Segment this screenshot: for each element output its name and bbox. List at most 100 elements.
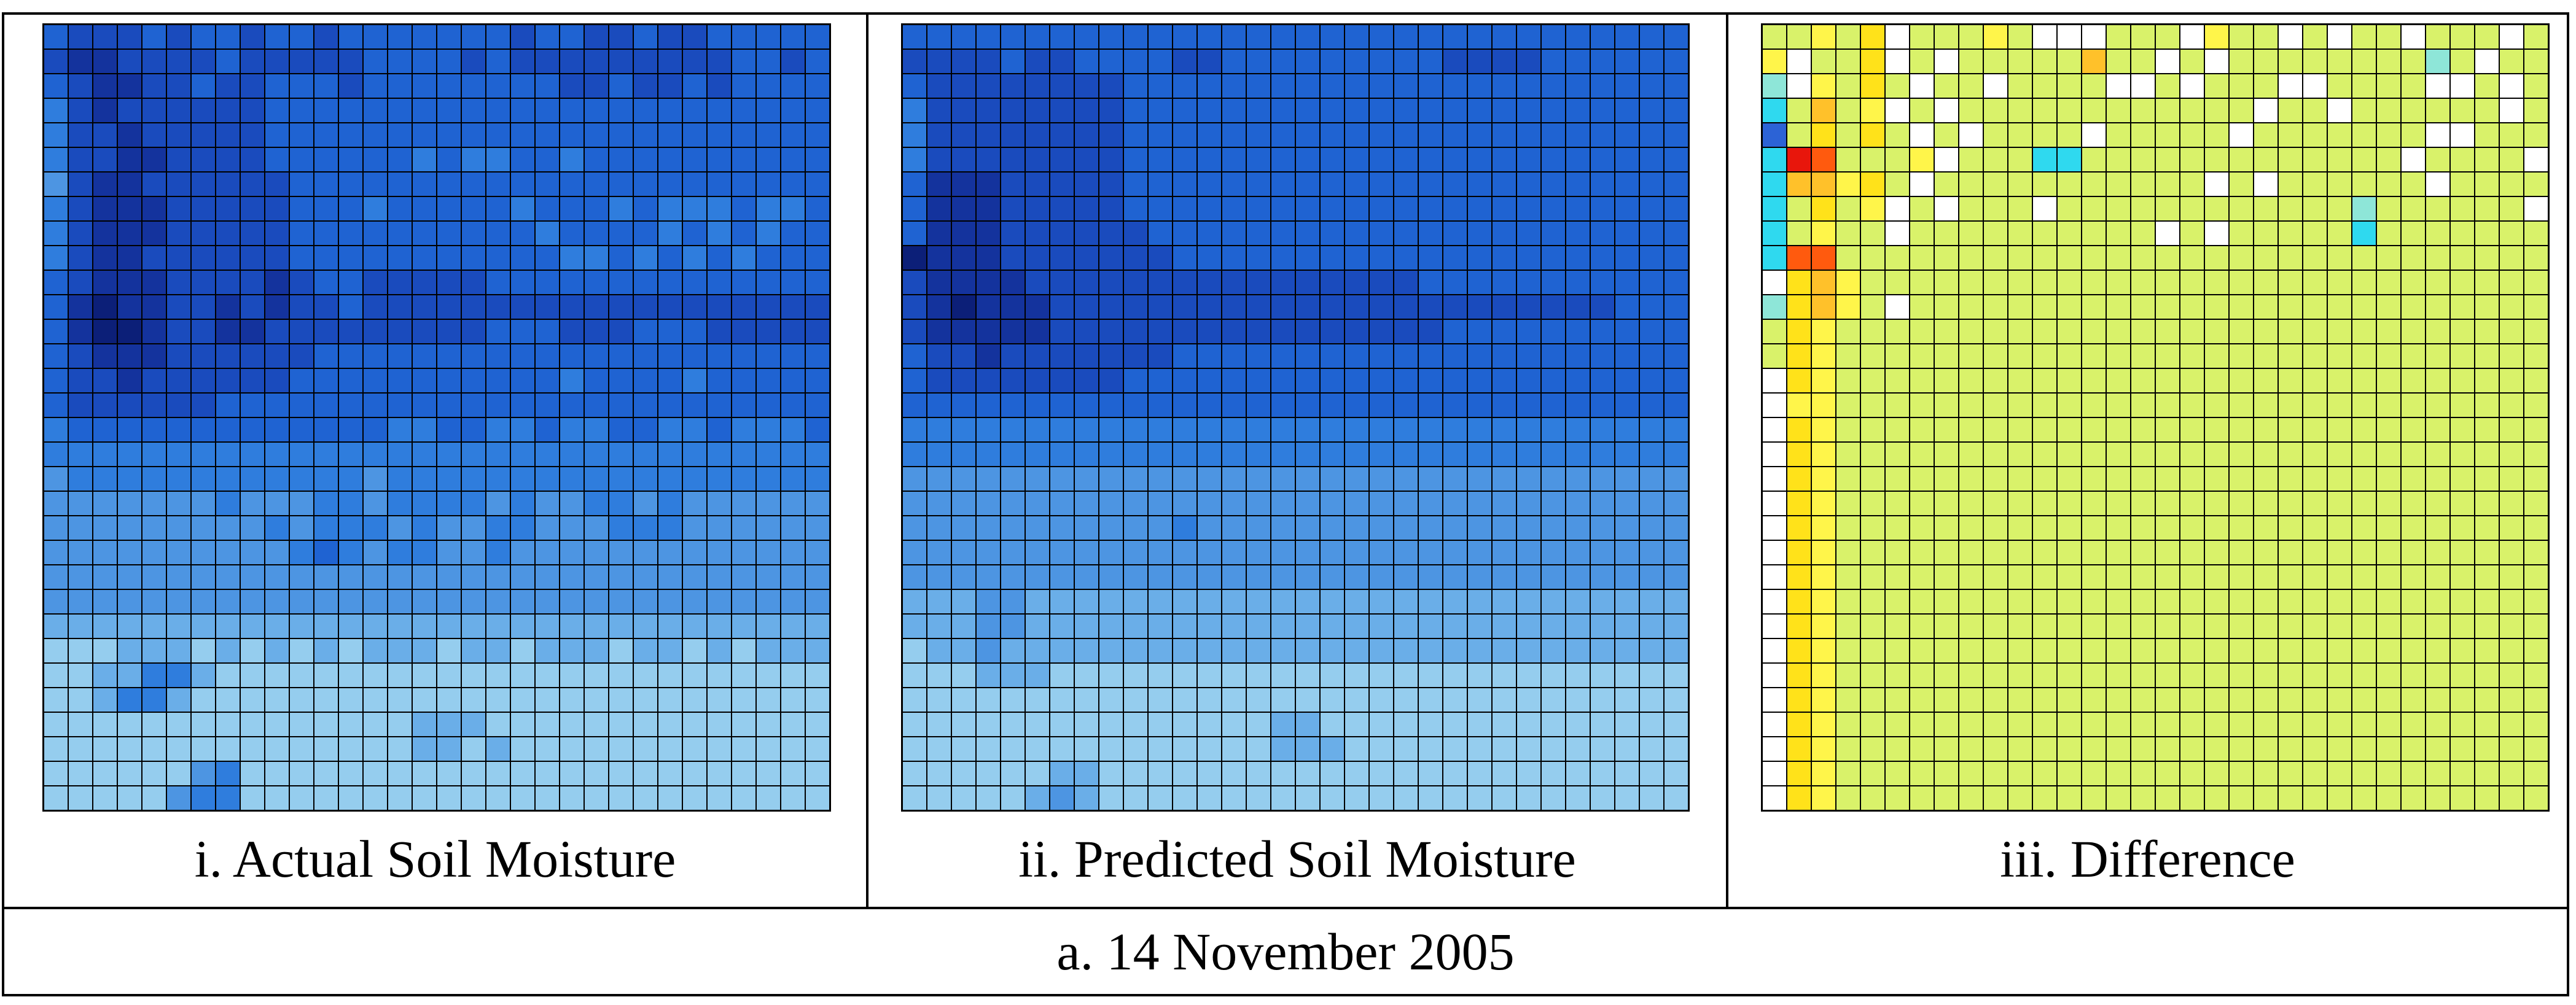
heatmap-cell [1074,73,1099,99]
heatmap-cell [2327,122,2352,148]
heatmap-cell [2376,122,2402,148]
heatmap-cell [951,220,977,246]
heatmap-cell [68,98,93,123]
heatmap-cell [706,196,732,222]
heatmap-cell [1221,638,1247,664]
heatmap-cell [1860,196,1886,222]
heatmap-cell [1393,270,1419,295]
heatmap-cell [1147,122,1173,148]
heatmap-cell [1491,343,1517,369]
heatmap-cell [1418,392,1443,418]
heatmap-cell [1491,613,1517,639]
heatmap-cell [1590,589,1615,615]
heatmap-cell [755,712,781,737]
heatmap-cell [755,294,781,320]
heatmap-cell [1762,712,1787,737]
heatmap-cell [1270,441,1296,467]
heatmap-cell [1958,687,1984,713]
heatmap-cell [1590,245,1615,271]
heatmap-cell [1811,196,1836,222]
heatmap-cell [2499,171,2524,197]
heatmap-cell [1663,294,1688,320]
heatmap-cell [362,662,388,688]
heatmap-cell [313,515,339,541]
heatmap-cell [584,712,609,737]
heatmap-cell [706,540,732,565]
heatmap-cell [1442,245,1468,271]
heatmap-cell [68,73,93,99]
heatmap-cell [2007,343,2033,369]
heatmap-cell [657,196,683,222]
heatmap-cell [44,687,69,713]
heatmap-cell [1590,220,1615,246]
heatmap-cell [461,147,486,173]
heatmap-cell [2204,319,2230,344]
heatmap-cell [534,171,560,197]
heatmap-cell [951,343,977,369]
heatmap-cell [1025,196,1050,222]
heatmap-cell [2277,613,2303,639]
heatmap-cell [951,171,977,197]
heatmap-cell [1590,368,1615,394]
heatmap-cell [92,761,118,786]
heatmap-cell [1663,343,1688,369]
heatmap-cell [1663,736,1688,762]
heatmap-cell [2523,441,2548,467]
heatmap-cell [1123,319,1149,344]
heatmap-cell [2253,712,2279,737]
heatmap-cell [1344,638,1370,664]
heatmap-cell [2056,638,2082,664]
heatmap-cell [338,220,364,246]
heatmap-cell [1516,122,1542,148]
heatmap-cell [2523,785,2548,810]
heatmap-cell [1025,270,1050,295]
heatmap-cell [1196,441,1222,467]
heatmap-cell [1491,638,1517,664]
heatmap-cell [412,319,437,344]
heatmap-cell [2130,417,2156,443]
heatmap-cell [338,441,364,467]
heatmap-cell [1123,196,1149,222]
heatmap-cell [2351,220,2377,246]
heatmap-cell [1909,245,1935,271]
heatmap-cell [706,392,732,418]
heatmap-cell [436,73,462,99]
heatmap-cell [2155,98,2180,123]
heatmap-cell [2032,712,2058,737]
heatmap-cell [731,392,757,418]
heatmap-cell [1909,368,1935,394]
heatmap-cell [412,417,437,443]
heatmap-cell [608,73,634,99]
heatmap-cell [534,441,560,467]
heatmap-cell [387,343,413,369]
heatmap-cell [1958,638,1984,664]
heatmap-cell [731,25,757,50]
heatmap-cell [657,220,683,246]
heatmap-cell [1491,466,1517,492]
heatmap-cell [1762,613,1787,639]
heatmap-cell [682,613,708,639]
heatmap-cell [1393,319,1419,344]
heatmap-cell [1074,785,1099,810]
heatmap-cell [926,761,952,786]
heatmap-cell [1393,343,1419,369]
heatmap-cell [1319,122,1345,148]
heatmap-cell [2081,540,2107,565]
heatmap-cell [1540,245,1566,271]
heatmap-cell [1934,220,1959,246]
heatmap-cell [338,270,364,295]
heatmap-cell [264,712,290,737]
heatmap-cell [2327,98,2352,123]
heatmap-cell [1418,368,1443,394]
heatmap-cell [240,25,265,50]
heatmap-cell [1295,687,1321,713]
heatmap-cell [1516,319,1542,344]
heatmap-cell [706,270,732,295]
heatmap-cell [264,761,290,786]
heatmap-cell [1663,49,1688,74]
heatmap-cell [1025,220,1050,246]
heatmap-cell [1909,270,1935,295]
heatmap-cell [682,196,708,222]
figure-table: i. Actual Soil Moisture ii. Predicted So… [2,12,2569,996]
heatmap-cell [387,540,413,565]
